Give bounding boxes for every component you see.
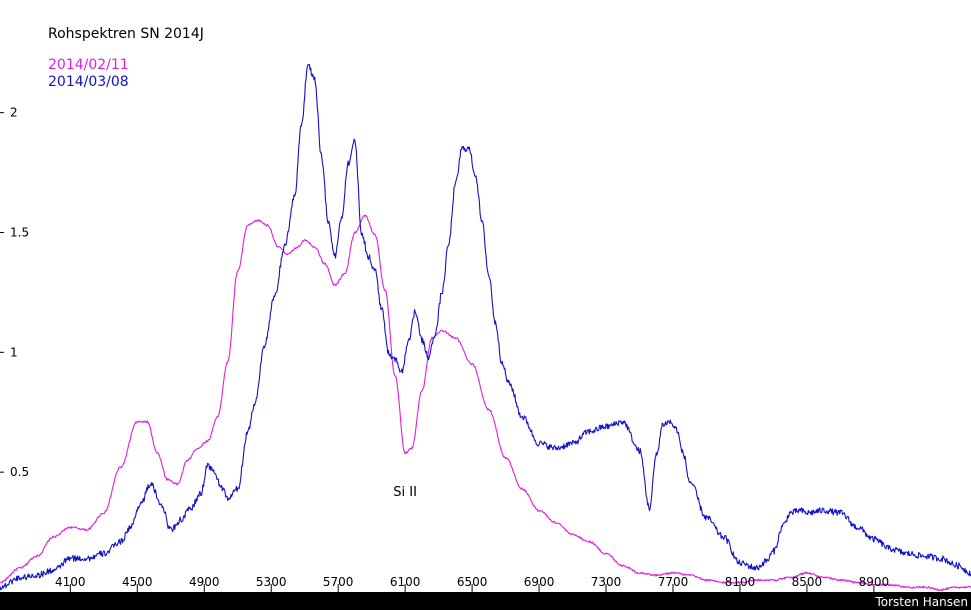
x-tick-label: 5300 <box>256 575 287 589</box>
x-tick-label: 7300 <box>591 575 622 589</box>
y-tick-label: 1.5 <box>10 225 29 239</box>
y-axis: 0.5 1 1.5 2 <box>0 106 29 479</box>
x-tick-label: 7700 <box>658 575 689 589</box>
series-line-2014-03-08 <box>0 63 971 591</box>
x-tick-label: 4100 <box>55 575 86 589</box>
x-axis <box>69 584 875 592</box>
x-tick-label: 8900 <box>859 575 890 589</box>
x-tick-label: 6900 <box>524 575 555 589</box>
x-tick-label: 4500 <box>122 575 153 589</box>
x-tick-label: 8100 <box>725 575 756 589</box>
series-line-2014-02-11 <box>0 214 971 592</box>
x-tick-label: 8500 <box>792 575 823 589</box>
series-layer <box>0 63 971 592</box>
x-tick-label: 5700 <box>323 575 354 589</box>
legend-entry-2014-03-08: 2014/03/08 <box>48 74 129 90</box>
footer-bar <box>0 592 971 610</box>
y-tick-label: 2 <box>10 106 18 120</box>
x-tick-label: 4900 <box>189 575 220 589</box>
credit-text: Torsten Hansen <box>874 595 968 609</box>
x-tick-label: 6500 <box>457 575 488 589</box>
si-ii-annotation: Si II <box>393 485 417 500</box>
x-tick-labels: 4100 4500 4900 5300 5700 6100 6500 6900 7300 7700… <box>55 575 889 589</box>
y-tick-label: 0.5 <box>10 465 29 479</box>
x-tick-label: 6100 <box>390 575 421 589</box>
y-tick-label: 1 <box>10 345 18 359</box>
legend-entry-2014-02-11: 2014/02/11 <box>48 57 129 73</box>
chart-title: Rohspektren SN 2014J <box>48 26 204 42</box>
